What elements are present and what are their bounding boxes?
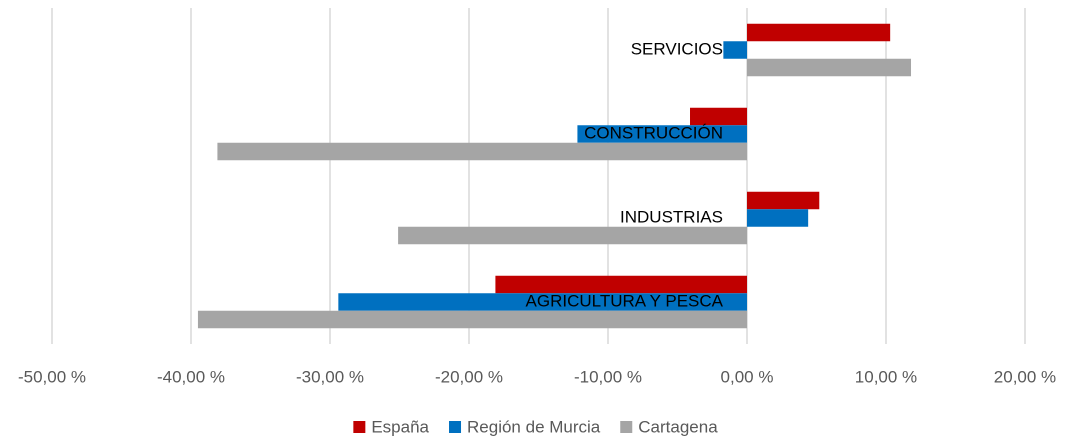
legend-swatch: [620, 421, 633, 433]
bar: [747, 58, 912, 77]
category-label: SERVICIOS: [631, 39, 723, 58]
category-label: CONSTRUCCIÓN: [584, 123, 723, 142]
bar: [747, 209, 809, 227]
x-tick-label: -40,00 %: [157, 367, 225, 386]
bar: [197, 310, 747, 329]
x-tick-label: 0,00 %: [721, 367, 774, 386]
x-tick-label: -10,00 %: [574, 367, 642, 386]
category-label: INDUSTRIAS: [620, 207, 723, 226]
bar: [723, 41, 747, 59]
bar: [690, 107, 747, 126]
bar: [217, 142, 747, 161]
x-tick-label: -50,00 %: [18, 367, 86, 386]
legend: España Región de Murcia Cartagena: [353, 417, 718, 436]
bar: [338, 293, 747, 311]
category-label: AGRICULTURA Y PESCA: [526, 291, 724, 310]
bar: [747, 191, 820, 210]
legend-label: Región de Murcia: [467, 417, 601, 436]
legend-label: España: [371, 417, 429, 436]
bar: [577, 125, 747, 143]
legend-label: Cartagena: [638, 417, 718, 436]
legend-swatch: [353, 421, 366, 433]
bar: [398, 226, 747, 245]
x-tick-label: -20,00 %: [435, 367, 503, 386]
bar: [495, 275, 747, 294]
x-tick-label: -30,00 %: [296, 367, 364, 386]
x-tick-label: 20,00 %: [994, 367, 1056, 386]
bar: [747, 23, 891, 42]
x-tick-label: 10,00 %: [855, 367, 917, 386]
legend-swatch: [449, 421, 462, 433]
